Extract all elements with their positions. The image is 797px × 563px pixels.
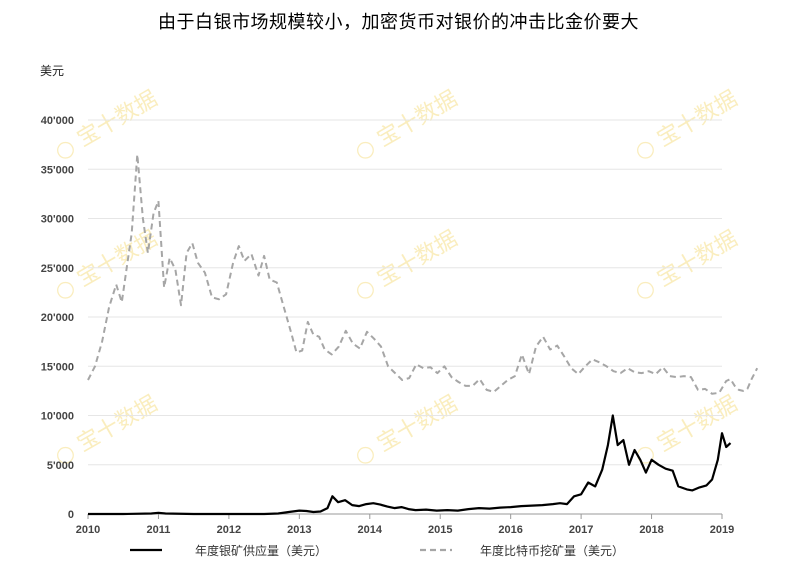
y-tick-label: 10'000 <box>41 411 74 423</box>
y-axis-ticks: 0 5'000 10'000 15'000 20'000 25'000 30'000 35'0… <box>41 115 74 521</box>
gridlines <box>88 119 722 515</box>
x-tick-label: 2013 <box>287 524 311 536</box>
chart-title: 由于白银市场规模较小，加密货币对银价的冲击比金价要大 <box>158 12 639 33</box>
silver-supply-series-line <box>88 414 732 516</box>
y-tick-label: 40'000 <box>41 115 74 127</box>
y-tick-label: 25'000 <box>41 263 74 275</box>
x-tick-label: 2019 <box>710 524 734 536</box>
watermark-text: ○ 宝十数据 <box>631 86 742 165</box>
x-axis-ticks: 2010 2011 2012 2013 2014 2015 2016 2017 2018 2019 <box>76 514 734 536</box>
watermark-layer: ○ 宝十数据 ○ 宝十数据 ○ 宝十数据 ○ 宝十数据 ○ 宝十数据 ○ 宝十数据 ○ 宝十… <box>51 86 742 470</box>
legend-label: 年度比特币挖矿量（美元） <box>480 543 624 558</box>
x-tick-label: 2015 <box>428 524 452 536</box>
watermark-text: ○ 宝十数据 <box>351 226 462 305</box>
x-tick-label: 2017 <box>569 524 593 536</box>
y-tick-label: 35'000 <box>41 164 74 176</box>
watermark-text: ○ 宝十数据 <box>631 391 742 470</box>
watermark-text: ○ 宝十数据 <box>51 391 162 470</box>
y-axis-unit-label: 美元 <box>40 64 65 78</box>
watermark-text: ○ 宝十数据 <box>351 86 462 165</box>
watermark-text: ○ 宝十数据 <box>351 391 462 470</box>
y-tick-label: 20'000 <box>41 312 74 324</box>
x-tick-label: 2016 <box>498 524 522 536</box>
x-tick-label: 2010 <box>76 524 100 536</box>
y-tick-label: 30'000 <box>41 214 74 226</box>
legend-label: 年度银矿供应量（美元） <box>195 543 327 558</box>
x-tick-label: 2012 <box>217 524 241 536</box>
x-tick-label: 2018 <box>639 524 663 536</box>
watermark-text: ○ 宝十数据 <box>631 226 742 305</box>
x-tick-label: 2011 <box>147 524 171 536</box>
series-layer <box>87 153 759 516</box>
y-tick-label: 0 <box>68 509 74 521</box>
y-tick-label: 15'000 <box>41 361 74 373</box>
x-tick-label: 2014 <box>358 524 383 536</box>
y-tick-label: 5'000 <box>47 460 74 472</box>
bitcoin-mining-series-line <box>87 153 759 395</box>
legend: 年度银矿供应量（美元） 年度比特币挖矿量（美元） <box>130 543 624 558</box>
